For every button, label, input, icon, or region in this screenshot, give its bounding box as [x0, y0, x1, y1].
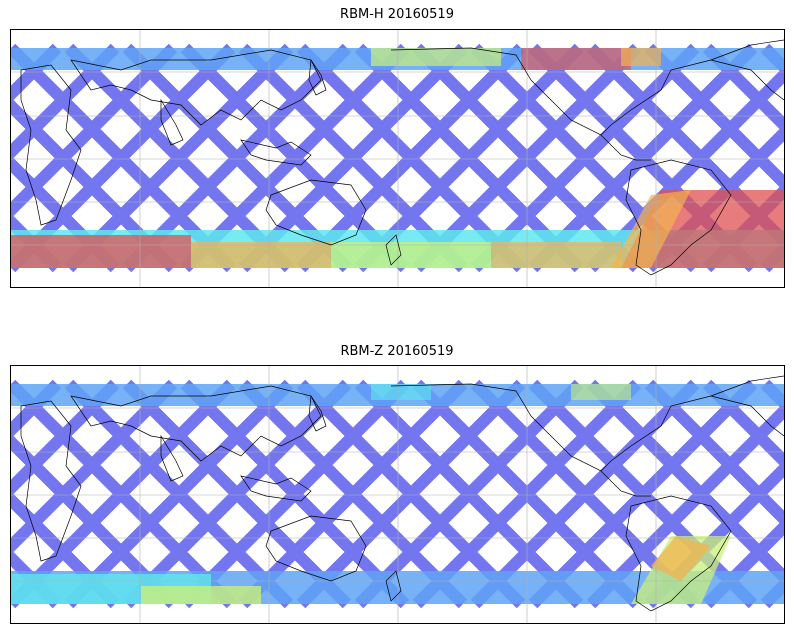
- track-descending: [11, 43, 178, 219]
- coastline: [625, 495, 732, 612]
- north-band-warm: [621, 48, 661, 66]
- track-descending: [470, 379, 700, 609]
- coastline: [265, 515, 367, 582]
- coastline: [240, 475, 312, 502]
- north-band-mid: [371, 384, 431, 400]
- coastline: [600, 134, 651, 161]
- track-descending: [11, 379, 120, 497]
- track-descending: [586, 402, 784, 609]
- south-band-hot: [11, 235, 191, 268]
- coastline: [160, 98, 184, 146]
- track-ascending: [702, 43, 784, 134]
- south-band-warm: [191, 242, 331, 268]
- coastline: [385, 570, 402, 602]
- coastlines: [20, 39, 784, 276]
- coastline: [385, 234, 402, 266]
- track-descending: [528, 379, 758, 609]
- map-svg-top: [11, 30, 784, 287]
- saa-edge: [611, 190, 691, 268]
- panel-title-top: RBM-H 20160519: [340, 7, 454, 22]
- track-descending: [180, 379, 410, 609]
- track-descending: [11, 43, 62, 103]
- map-svg-bottom: [11, 366, 784, 623]
- coastlines: [20, 375, 784, 612]
- coastline: [265, 179, 367, 246]
- north-band-hot: [521, 48, 631, 70]
- track-descending: [11, 379, 62, 439]
- south-band-warm: [491, 242, 621, 268]
- track-descending: [11, 43, 120, 161]
- coastline: [600, 470, 651, 497]
- track-descending: [238, 379, 468, 609]
- coastline: [70, 385, 322, 462]
- south-atlantic-anomaly: [611, 190, 784, 268]
- map-panel-bottom: [10, 365, 785, 624]
- gridlines: [11, 366, 784, 623]
- north-band: [11, 384, 784, 406]
- coastline: [308, 394, 327, 432]
- coastline: [390, 39, 784, 136]
- coastline: [308, 58, 327, 96]
- coastline: [390, 375, 784, 472]
- coastline: [20, 64, 82, 226]
- coastline: [70, 49, 322, 126]
- track-ascending: [11, 491, 120, 609]
- coastline: [20, 400, 82, 562]
- north-band-mid: [571, 384, 631, 400]
- north-band-warm: [371, 48, 501, 66]
- coastline: [160, 434, 184, 482]
- coastline: [625, 159, 732, 276]
- track-ascending: [11, 549, 62, 609]
- coastline: [710, 395, 784, 437]
- track-descending: [354, 379, 584, 609]
- map-panel-top: [10, 29, 785, 288]
- coastline: [710, 59, 784, 101]
- south-band-mild: [141, 586, 261, 604]
- track-descending: [11, 379, 236, 609]
- track-descending: [702, 518, 784, 609]
- gridlines: [11, 30, 784, 287]
- coastline: [240, 139, 312, 166]
- saa-core: [651, 536, 711, 581]
- track-descending: [296, 379, 526, 609]
- north-band: [11, 48, 784, 70]
- track-descending: [64, 379, 294, 609]
- track-descending: [122, 379, 352, 609]
- track-ascending: [702, 379, 784, 470]
- panel-title-bottom: RBM-Z 20160519: [340, 344, 454, 359]
- south-band-mild: [331, 242, 491, 268]
- track-descending: [11, 379, 178, 555]
